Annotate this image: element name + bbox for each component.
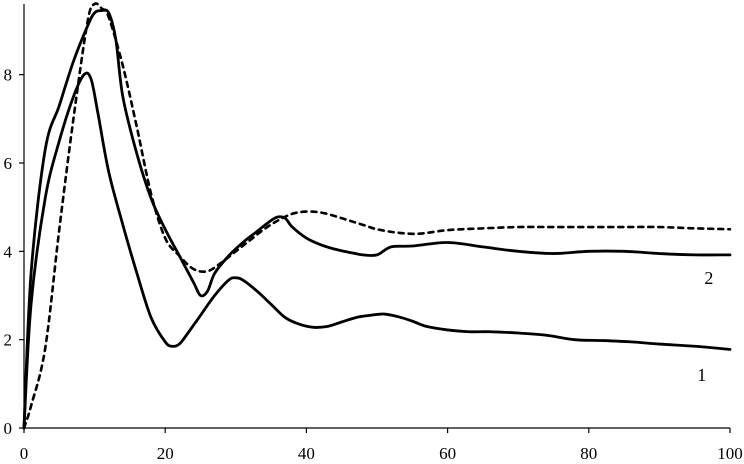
series-group [22,2,732,430]
x-tick-label: 0 [20,444,29,463]
axes [23,4,730,429]
series-1-line [22,71,732,430]
x-tick-label: 60 [439,444,456,463]
y-tick-label: 4 [4,242,13,261]
series-dashed-line [22,2,732,430]
x-tick-group: 0 20 40 60 80 100 [20,428,743,463]
curve-label-group: 21 [697,268,713,385]
y-tick-label: 8 [4,66,13,85]
x-tick-label: 80 [580,444,597,463]
x-tick-label: 20 [157,444,174,463]
y-tick-label: 0 [4,419,13,438]
x-tick-label: 40 [298,444,315,463]
curve-label: 2 [704,268,713,288]
y-tick-group: 0 2 4 6 8 [4,66,24,438]
curve-label: 1 [697,365,706,385]
series-2-line [22,8,732,430]
x-tick-label: 100 [717,444,743,463]
y-tick-label: 6 [4,154,13,173]
y-tick-label: 2 [4,331,13,350]
